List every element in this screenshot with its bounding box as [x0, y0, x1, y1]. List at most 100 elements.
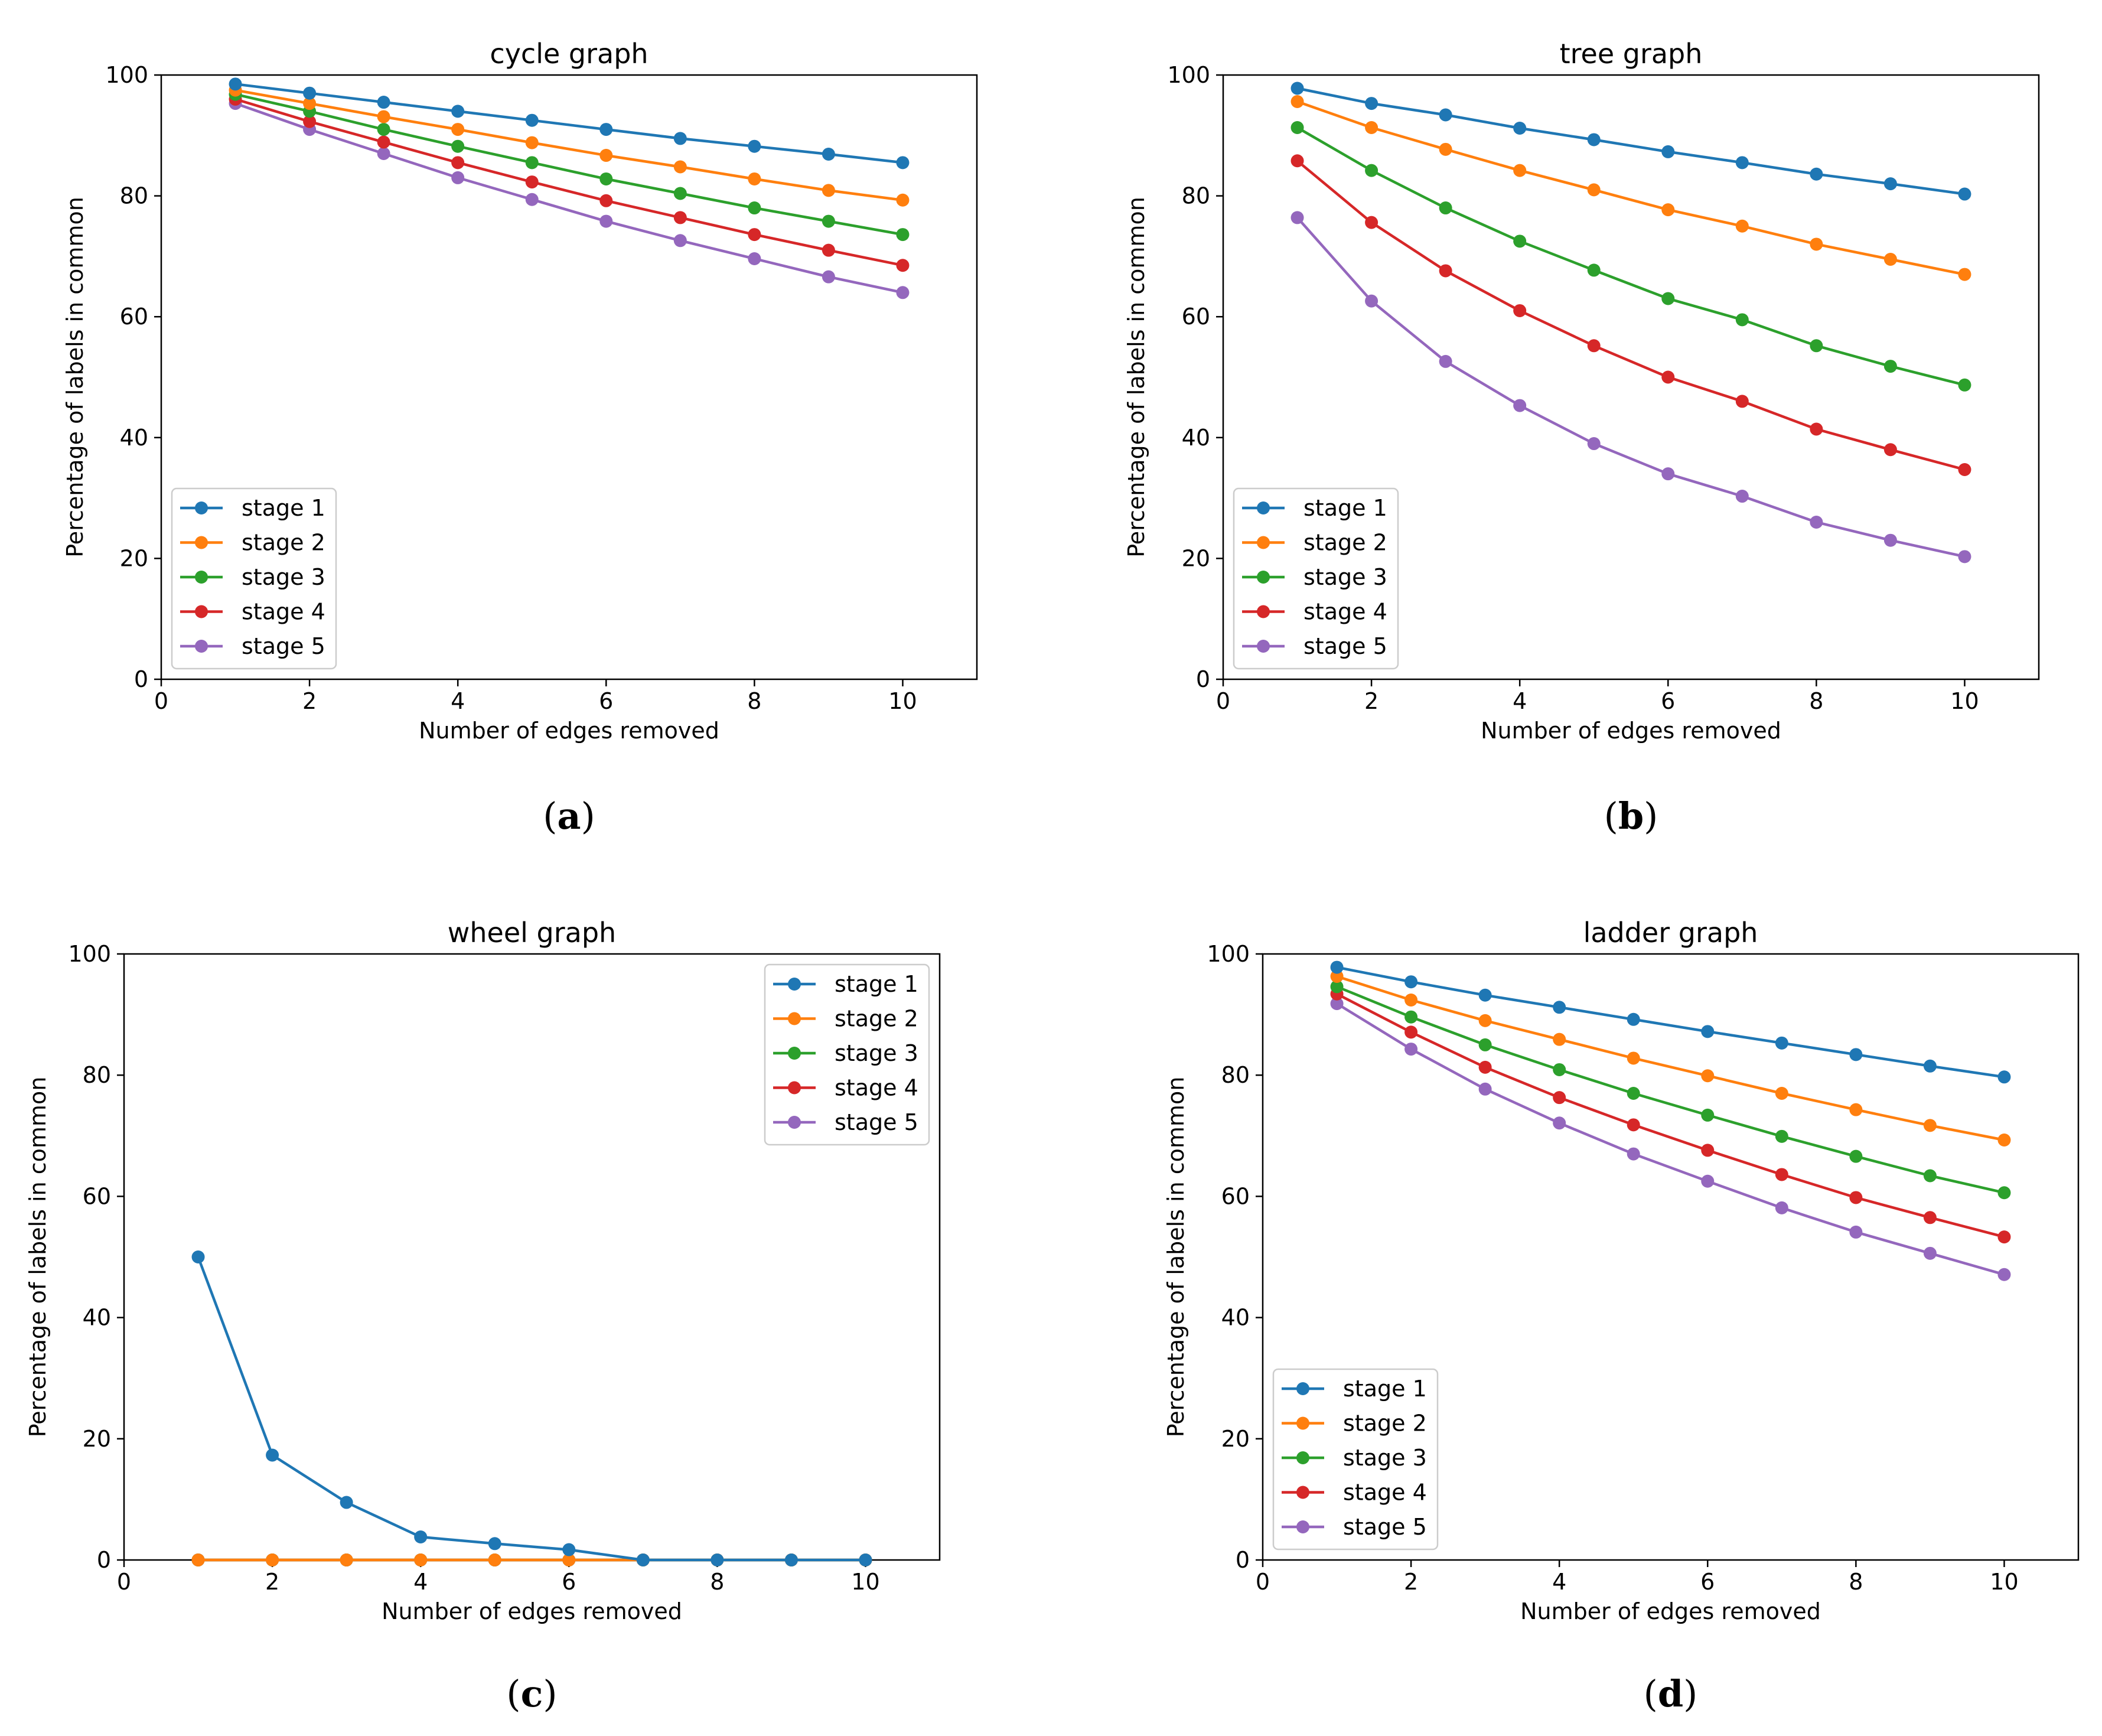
series-line: [235, 83, 903, 164]
legend-marker: [195, 536, 208, 549]
y-tick-label: 20: [120, 545, 148, 571]
data-point: [1330, 969, 1344, 983]
data-point: [673, 187, 687, 200]
legend-marker: [1257, 536, 1270, 549]
data-point: [1849, 1103, 1863, 1116]
data-point: [1775, 1086, 1788, 1100]
legend-marker: [788, 1012, 801, 1025]
legend-marker: [788, 1047, 801, 1060]
data-point: [822, 184, 835, 197]
x-tick-label: 10: [1990, 1569, 2018, 1595]
data-point: [1365, 216, 1378, 229]
legend-box: [1272, 1368, 1439, 1551]
series-stage-3: [1330, 980, 2011, 1200]
x-tick-label: 6: [1700, 1569, 1715, 1595]
chart-title: cycle graph: [490, 38, 648, 70]
x-tick-label: 2: [265, 1569, 279, 1595]
legend: stage 1 stage 2 stage 3 stage 4 stage 5: [764, 963, 930, 1146]
data-point: [1478, 1060, 1492, 1074]
data-point: [451, 105, 465, 118]
y-tick-label: 0: [97, 1547, 111, 1573]
y-tick-label: 40: [1221, 1305, 1250, 1331]
series-line: [1336, 1002, 2005, 1276]
data-point: [673, 211, 687, 224]
y-axis-label: Percentage of labels in common: [25, 1077, 51, 1438]
y-tick-label: 20: [1221, 1426, 1250, 1452]
legend-box: [1233, 487, 1399, 670]
data-point: [266, 1448, 279, 1462]
data-point: [1923, 1059, 1937, 1073]
x-tick-label: 4: [413, 1569, 428, 1595]
y-axis-label: Percentage of labels in common: [1123, 197, 1149, 558]
legend-marker: [195, 501, 208, 514]
data-point: [377, 146, 390, 160]
data-point: [1735, 313, 1749, 327]
data-point: [1997, 1268, 2011, 1281]
x-tick-label: 2: [1364, 688, 1378, 714]
data-point: [1513, 122, 1527, 135]
series-stage-1: [191, 1250, 872, 1566]
legend-label: stage 1: [242, 495, 325, 521]
legend-marker: [1257, 501, 1270, 514]
y-tick-label: 20: [1182, 545, 1210, 571]
data-point: [711, 1553, 724, 1566]
data-point: [1627, 1086, 1640, 1100]
legend-label: stage 3: [835, 1040, 918, 1066]
data-point: [1775, 1201, 1788, 1214]
data-point: [1627, 1051, 1640, 1065]
series-line: [1297, 87, 1965, 196]
data-point: [1883, 533, 1897, 547]
legend-marker: [1296, 1416, 1309, 1430]
series-line: [1296, 100, 1965, 276]
legend-label: stage 4: [835, 1075, 918, 1101]
legend-label: stage 2: [835, 1006, 918, 1032]
data-point: [896, 156, 910, 170]
data-point: [1553, 1091, 1566, 1105]
data-point: [525, 193, 539, 206]
data-point: [748, 139, 761, 153]
data-point: [340, 1553, 353, 1566]
data-point: [748, 252, 761, 265]
data-point: [673, 132, 687, 145]
data-point: [1627, 1118, 1640, 1132]
data-point: [1958, 268, 1971, 281]
series-stage-2: [229, 83, 910, 207]
x-tick-label: 8: [710, 1569, 724, 1595]
legend-marker: [1296, 1451, 1309, 1464]
x-tick-label: 10: [851, 1569, 879, 1595]
data-point: [1810, 167, 1823, 181]
data-point: [1553, 1063, 1566, 1076]
data-point: [191, 1553, 205, 1566]
legend-box: [764, 963, 930, 1146]
data-point: [1404, 1010, 1418, 1024]
data-point: [1627, 1147, 1640, 1161]
data-point: [525, 136, 539, 149]
data-point: [340, 1496, 353, 1509]
legend-label: stage 4: [1303, 599, 1387, 625]
data-point: [1290, 211, 1304, 224]
legend-label: stage 3: [242, 564, 325, 590]
x-tick-label: 10: [1950, 688, 1979, 714]
series-stage-5: [1330, 997, 2011, 1281]
legend-label: stage 1: [1303, 495, 1387, 521]
legend: stage 1 stage 2 stage 3 stage 4 stage 5: [171, 487, 337, 670]
data-point: [1587, 339, 1601, 353]
data-point: [303, 115, 317, 128]
data-point: [1587, 263, 1601, 277]
data-point: [1958, 463, 1971, 477]
legend-marker: [1257, 605, 1270, 618]
series-line: [1336, 992, 2005, 1239]
legend-label: stage 5: [1303, 633, 1387, 659]
series-stage-4: [1290, 154, 1971, 477]
x-tick-label: 2: [1404, 1569, 1418, 1595]
legend-label: stage 4: [1343, 1480, 1427, 1506]
data-point: [1478, 1082, 1492, 1096]
data-point: [896, 228, 910, 242]
data-point: [1478, 988, 1492, 1002]
data-point: [451, 171, 465, 184]
data-point: [1958, 378, 1971, 392]
data-point: [1735, 219, 1749, 233]
data-point: [1735, 490, 1749, 503]
y-tick-label: 80: [1182, 183, 1210, 209]
data-point: [303, 86, 317, 100]
